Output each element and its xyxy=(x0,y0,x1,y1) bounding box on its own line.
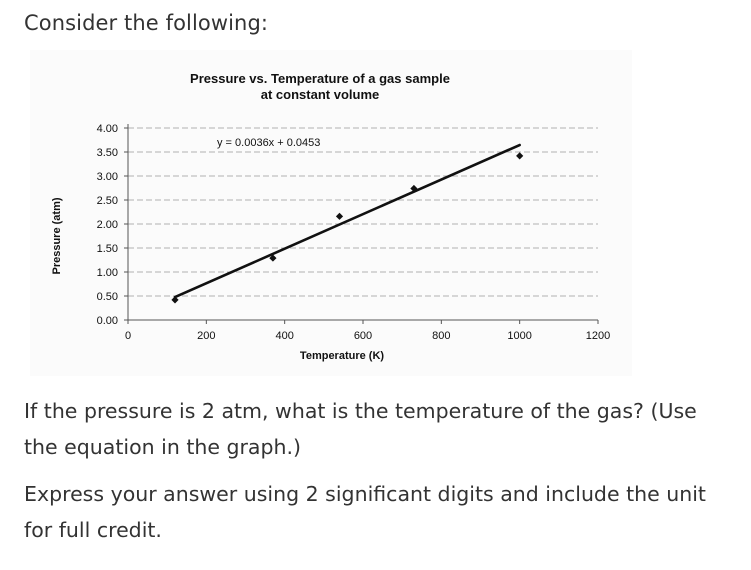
x-axis-label: Temperature (K) xyxy=(300,350,384,362)
y-tick-label: 1.00 xyxy=(97,267,118,279)
y-tick-label: 1.50 xyxy=(97,243,118,255)
question-text: If the pressure is 2 atm, what is the te… xyxy=(24,399,697,459)
trendline xyxy=(173,143,521,299)
y-tick-label: 0.50 xyxy=(97,291,118,303)
data-points xyxy=(171,152,524,304)
data-point-marker xyxy=(516,152,524,160)
data-point-marker xyxy=(335,212,344,220)
y-tick-label: 3.00 xyxy=(97,171,118,183)
y-tick-label: 2.50 xyxy=(97,195,118,207)
intro-text: Consider the following: xyxy=(24,11,269,35)
y-axis-label: Pressure (atm) xyxy=(51,197,63,274)
data-point-marker xyxy=(410,184,418,193)
chart-title-line1: Pressure vs. Temperature of a gas sample xyxy=(190,71,450,86)
y-tick-label: 3.50 xyxy=(97,147,118,159)
instruction-text: Express your answer using 2 significant … xyxy=(24,482,706,542)
chart-figure: Pressure vs. Temperature of a gas sample… xyxy=(30,50,632,376)
trendline-equation: y = 0.0036x + 0.0453 xyxy=(217,137,320,149)
chart-axes xyxy=(124,124,599,324)
chart-grid xyxy=(128,127,598,297)
pressure-temperature-chart: Pressure vs. Temperature of a gas sample… xyxy=(51,71,610,362)
x-tick-label: 1200 xyxy=(586,330,610,342)
x-tick-label: 400 xyxy=(275,330,293,342)
y-tick-label: 0.00 xyxy=(97,315,118,327)
x-tick-label: 1000 xyxy=(507,330,531,342)
x-tick-labels: 0 200 400 600 800 1000 1200 xyxy=(125,330,610,342)
x-tick-label: 600 xyxy=(354,330,372,342)
chart-title-line2: at constant volume xyxy=(261,87,379,102)
trendline-layer xyxy=(173,143,521,299)
x-tick-label: 800 xyxy=(432,330,450,342)
y-tick-label: 4.00 xyxy=(97,123,118,135)
y-tick-labels: 0.00 0.50 1.00 1.50 2.00 2.50 3.00 3.50 4.00 xyxy=(97,123,118,327)
x-tick-label: 0 xyxy=(125,330,131,342)
x-tick-label: 200 xyxy=(197,330,215,342)
y-tick-label: 2.00 xyxy=(97,219,118,231)
